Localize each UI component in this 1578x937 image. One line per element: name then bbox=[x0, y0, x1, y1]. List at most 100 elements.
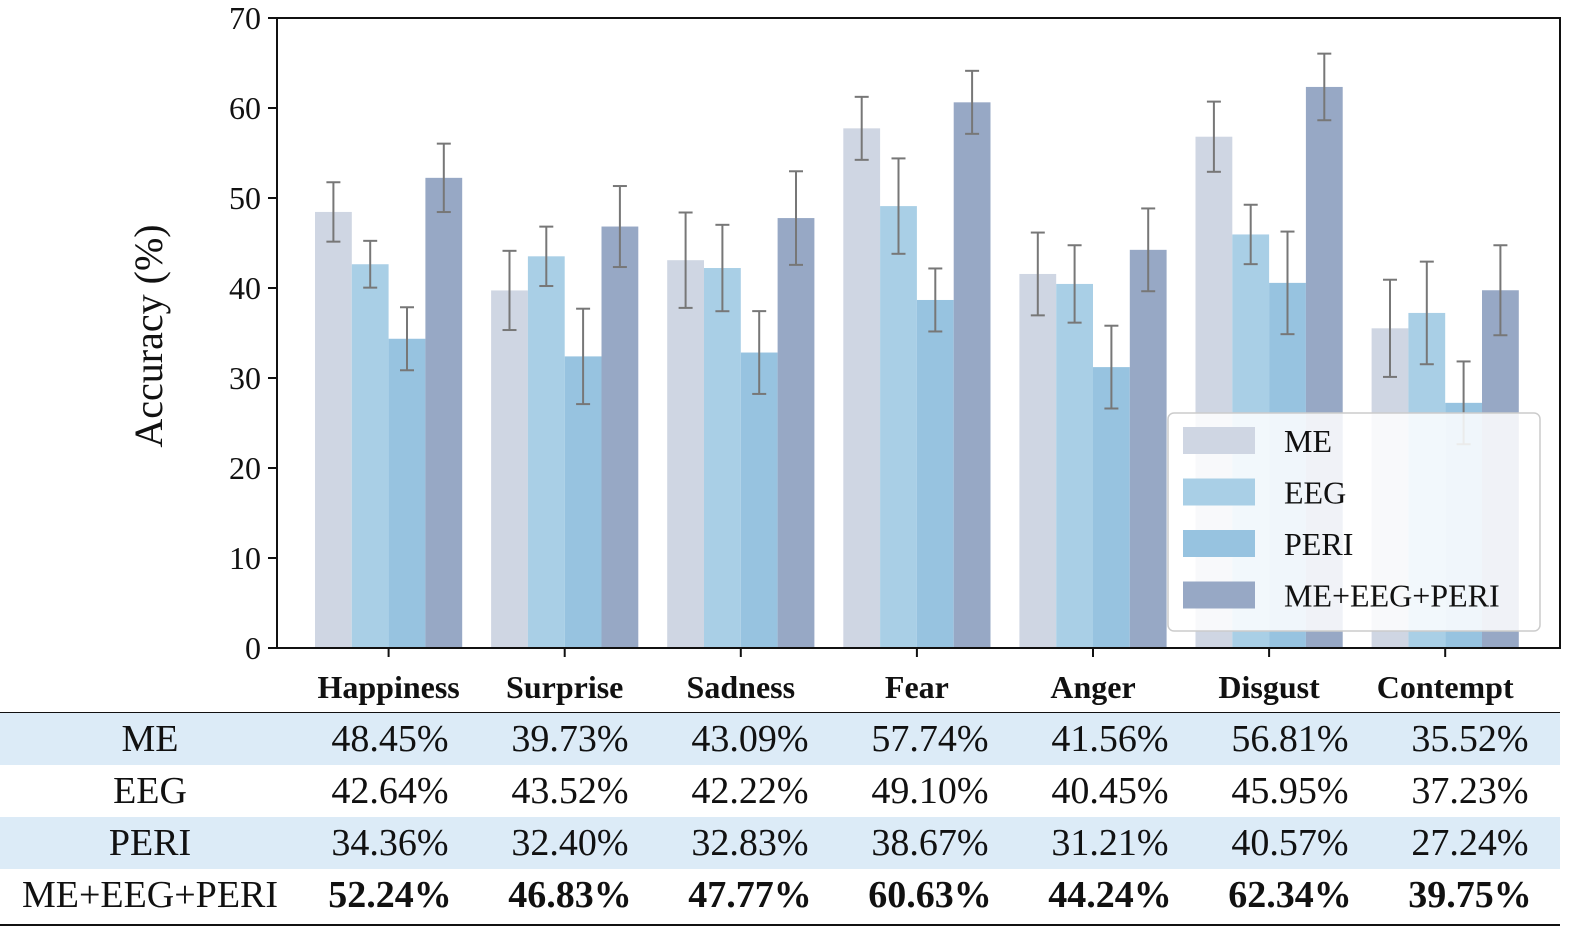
bar-me-anger bbox=[1019, 273, 1057, 648]
bar-peri-happiness bbox=[388, 338, 426, 648]
x-axis: Happiness Surprise Sadness Fear Anger Disgust… bbox=[317, 648, 1514, 705]
error-bar-eeg-disgust bbox=[1243, 203, 1258, 266]
x-tick-label-disgust: Disgust bbox=[1218, 669, 1320, 705]
table-cell: 46.83% bbox=[508, 874, 632, 916]
table-cell: 57.74% bbox=[840, 713, 1020, 765]
x-tick-label-surprise: Surprise bbox=[506, 669, 623, 705]
legend-box bbox=[1167, 412, 1541, 632]
error-bar-me-surprise bbox=[502, 249, 517, 332]
error-bar-eeg-anger bbox=[1067, 244, 1082, 324]
bar-me-eeg-peri-sadness bbox=[777, 218, 815, 648]
error-bar-peri-sadness bbox=[752, 310, 767, 395]
y-tick-label: 70 bbox=[229, 0, 261, 36]
bar-me-eeg-peri-anger bbox=[1129, 249, 1167, 648]
table-cell: 43.09% bbox=[660, 713, 840, 765]
table-cell: 32.40% bbox=[480, 817, 660, 869]
table-cell: 42.64% bbox=[331, 770, 449, 812]
legend: ME EEG PERI ME+EEG+PERI bbox=[1167, 412, 1541, 632]
x-tick-label-sadness: Sadness bbox=[687, 669, 796, 705]
error-bars-layer bbox=[326, 52, 1508, 446]
row-label: PERI bbox=[0, 817, 300, 869]
error-bar-me-fear bbox=[854, 95, 869, 161]
y-axis-label: Accuracy (%) bbox=[126, 224, 171, 447]
bar-me-fear bbox=[843, 128, 881, 649]
bar-eeg-surprise bbox=[527, 256, 565, 648]
table-body: ME 48.45% 39.73% 43.09% 57.74% 41.56% 56.81% 35… bbox=[0, 713, 1560, 921]
legend-label: PERI bbox=[1284, 526, 1353, 562]
error-bar-me-eeg-peri-anger bbox=[1141, 207, 1156, 293]
table-cell: 39.75% bbox=[1408, 874, 1532, 916]
legend-item-peri: PERI bbox=[1183, 526, 1353, 562]
y-tick-label: 20 bbox=[229, 450, 261, 486]
bar-me-eeg-peri-happiness bbox=[425, 177, 463, 648]
table-row: ME 48.45% 39.73% 43.09% 57.74% 41.56% 56.81% 35… bbox=[0, 713, 1560, 765]
error-bar-me-eeg-peri-fear bbox=[965, 69, 980, 135]
x-tick-label-happiness: Happiness bbox=[317, 669, 459, 705]
error-bar-peri-surprise bbox=[576, 307, 591, 406]
error-bar-eeg-sadness bbox=[715, 223, 730, 313]
table-cell: 44.24% bbox=[1048, 874, 1172, 916]
bar-me-happiness bbox=[315, 211, 352, 648]
legend-swatch bbox=[1183, 427, 1255, 454]
table-cell: 48.45% bbox=[300, 713, 480, 765]
table-cell: 37.23% bbox=[1411, 770, 1529, 812]
bar-eeg-anger bbox=[1056, 283, 1093, 648]
table-cell: 60.63% bbox=[868, 874, 992, 916]
bar-peri-anger bbox=[1093, 367, 1130, 648]
bar-eeg-happiness bbox=[351, 264, 389, 648]
table-row: PERI 34.36% 32.40% 32.83% 38.67% 31.21% 40.57%… bbox=[0, 817, 1560, 869]
row-label: EEG bbox=[113, 770, 187, 812]
table-cell: 42.22% bbox=[691, 770, 809, 812]
error-bar-me-sadness bbox=[678, 211, 693, 309]
table-cell: 40.57% bbox=[1200, 817, 1380, 869]
bar-me-surprise bbox=[491, 290, 528, 648]
error-bar-me-disgust bbox=[1206, 100, 1221, 173]
error-bar-me-anger bbox=[1030, 231, 1045, 317]
error-bar-peri-happiness bbox=[400, 306, 414, 372]
y-tick-label: 40 bbox=[229, 270, 261, 306]
legend-item-me: ME bbox=[1183, 423, 1332, 459]
table-cell: 35.52% bbox=[1380, 713, 1560, 765]
table-cell: 32.83% bbox=[660, 817, 840, 869]
error-bar-eeg-happiness bbox=[363, 239, 378, 289]
table-cell: 31.21% bbox=[1020, 817, 1200, 869]
plot-frame bbox=[276, 17, 1561, 649]
error-bar-eeg-surprise bbox=[539, 225, 554, 288]
x-tick-label-contempt: Contempt bbox=[1377, 669, 1514, 705]
legend-swatch bbox=[1183, 530, 1255, 557]
table-cell: 43.52% bbox=[511, 770, 629, 812]
bar-peri-fear bbox=[916, 299, 954, 648]
error-bar-peri-disgust bbox=[1280, 230, 1295, 336]
error-bar-me-eeg-peri-disgust bbox=[1317, 52, 1332, 122]
legend-item-eeg: EEG bbox=[1183, 475, 1346, 511]
error-bar-me-contempt bbox=[1383, 278, 1397, 378]
error-bar-me-eeg-peri-happiness bbox=[436, 142, 451, 214]
y-tick-label: 30 bbox=[229, 360, 261, 396]
results-table: ME 48.45% 39.73% 43.09% 57.74% 41.56% 56.81% 35… bbox=[0, 713, 1560, 921]
bar-eeg-sadness bbox=[704, 268, 741, 648]
legend-label: ME bbox=[1284, 423, 1332, 459]
bar-me-eeg-peri-fear bbox=[953, 102, 991, 648]
table-cell: 34.36% bbox=[300, 817, 480, 869]
error-bar-peri-fear bbox=[928, 267, 943, 333]
table-cell: 52.24% bbox=[328, 874, 452, 916]
x-tick-label-anger: Anger bbox=[1050, 669, 1135, 705]
bar-eeg-fear bbox=[880, 206, 917, 648]
bar-me-sadness bbox=[667, 260, 704, 648]
y-tick-label: 0 bbox=[245, 630, 261, 666]
legend-items: ME EEG PERI ME+EEG+PERI bbox=[1183, 423, 1500, 614]
row-label: ME bbox=[0, 713, 300, 765]
table-cell: 39.73% bbox=[480, 713, 660, 765]
legend-label: ME+EEG+PERI bbox=[1284, 578, 1500, 614]
y-tick-label: 10 bbox=[229, 540, 261, 576]
x-tick-label-fear: Fear bbox=[885, 669, 949, 705]
table-row: ME+EEG+PERI 52.24% 46.83% 47.77% 60.63% 44.24… bbox=[0, 869, 1560, 921]
y-tick-label: 50 bbox=[229, 180, 261, 216]
table-cell: 45.95% bbox=[1231, 770, 1349, 812]
y-axis: 0 10 20 30 40 50 60 70 bbox=[229, 0, 277, 666]
legend-item-me-eeg-peri: ME+EEG+PERI bbox=[1183, 578, 1500, 614]
table-row: EEG 42.64% 43.52% 42.22% 49.10% 40.45% 45.95% 3… bbox=[0, 765, 1560, 817]
table-bottom-rule bbox=[0, 924, 1560, 926]
table-cell: 40.45% bbox=[1051, 770, 1169, 812]
error-bar-me-eeg-peri-contempt bbox=[1493, 244, 1508, 337]
